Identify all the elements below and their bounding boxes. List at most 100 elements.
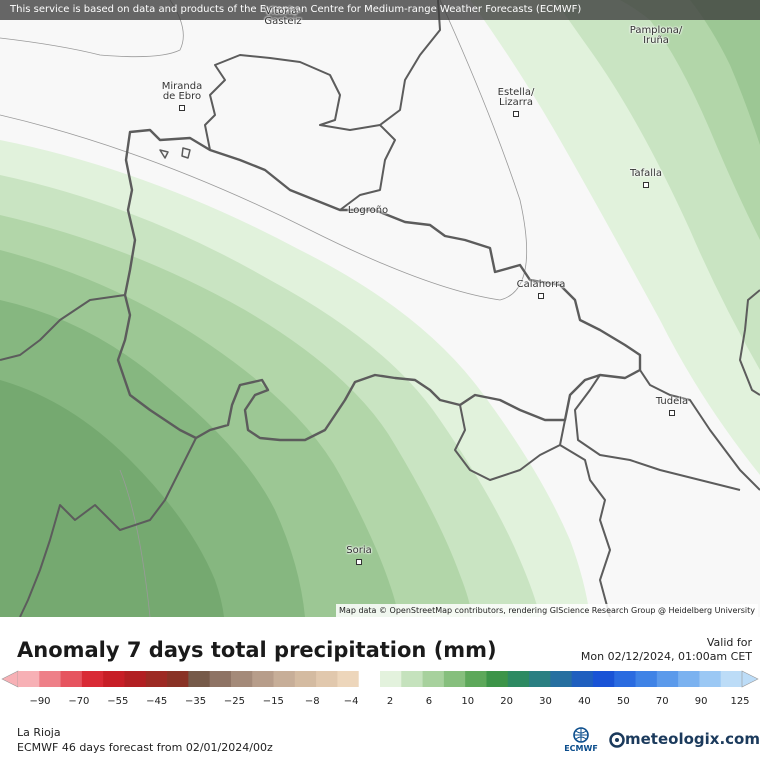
city-label: Pamplona/ Iruña: [629, 25, 683, 46]
legend-tick-label: −8: [304, 696, 320, 707]
colorbar-swatch: [422, 671, 445, 687]
colorbar-swatch: [486, 671, 509, 687]
soria-west-border: [19, 437, 197, 617]
meteologix-logo-text: meteologix.com: [625, 730, 760, 748]
la-rioja-border: [116, 128, 642, 442]
colorbar-swatch: [273, 671, 296, 687]
colorbar-swatch: [81, 671, 104, 687]
meteologix-logo-icon: [609, 732, 625, 748]
city-label: Estella/ Lizarra: [497, 87, 535, 108]
navarra-ribera-border: [639, 369, 760, 491]
colorbar-left-arrow: [1, 670, 19, 688]
colorbar-swatch: [230, 671, 253, 687]
aragon-east-border: [739, 289, 760, 396]
colorbar-swatch: [656, 671, 679, 687]
legend-tick-label: 20: [500, 696, 514, 707]
legend-tick-label: −90: [29, 696, 51, 707]
legend-tick-label: 2: [386, 696, 394, 707]
colorbar-swatch: [18, 671, 40, 687]
city-marker: [643, 182, 649, 188]
anomaly-band-east-10-15: [620, 0, 760, 240]
legend-tick-label: 125: [730, 696, 750, 707]
colorbar-swatch: [316, 671, 338, 687]
anomaly-band-sw-30-plus: [0, 380, 224, 617]
colorbar-swatch: [39, 671, 61, 687]
zaragoza-border: [454, 404, 566, 481]
city-label: Calahorra: [516, 279, 566, 290]
colorbar-swatch: [443, 671, 466, 687]
tudela-enclave: [574, 374, 741, 491]
colorbar-swatch: [252, 671, 274, 687]
ecmwf-logo[interactable]: ECMWF: [561, 727, 601, 755]
forecast-info: ECMWF 46 days forecast from 02/01/2024/0…: [17, 741, 273, 754]
city-label: Soria: [346, 545, 372, 556]
city-label: Tudela: [655, 396, 689, 407]
colorbar-swatch: [145, 671, 168, 687]
colorbar-swatch: [337, 671, 360, 687]
colorbar-swatch: [358, 671, 381, 687]
precipitation-anomaly-map[interactable]: [0, 0, 760, 617]
valid-for-label: Valid for: [706, 636, 752, 649]
colorbar-swatch: [167, 671, 189, 687]
city-label: Vitoria-Gasteiz: [264, 6, 302, 27]
colorbar-swatch: [465, 671, 487, 687]
city-marker: [669, 410, 675, 416]
aragon-south-border: [559, 444, 611, 617]
contour-lines: [0, 0, 528, 617]
colorbar-swatch: [103, 671, 125, 687]
city-marker: [356, 559, 362, 565]
colorbar-swatch: [188, 671, 211, 687]
valid-date: Mon 02/12/2024, 01:00am CET: [580, 650, 752, 663]
colorbar-swatch: [678, 671, 700, 687]
colorbar-swatch: [720, 671, 743, 687]
legend-tick-label: −55: [107, 696, 129, 707]
legend-tick-label: −4: [343, 696, 359, 707]
ecmwf-logo-icon: [573, 727, 589, 743]
legend-tick-label: 40: [578, 696, 591, 707]
colorbar-swatch: [507, 671, 530, 687]
city-marker: [513, 111, 519, 117]
legend-tick-label: 50: [616, 696, 630, 707]
legend-tick-label: −25: [223, 696, 245, 707]
colorbar-swatch: [124, 671, 147, 687]
colorbar-swatch: [380, 671, 402, 687]
city-label: Miranda de Ebro: [161, 81, 203, 102]
legend-tick-label: 90: [694, 696, 708, 707]
colorbar-swatch: [614, 671, 636, 687]
colorbar-swatch: [209, 671, 232, 687]
admin-borders: [0, 0, 760, 617]
city-label: Logroño: [347, 205, 389, 216]
legend-tick-label: 70: [655, 696, 669, 707]
colorbar-swatch: [550, 671, 573, 687]
colorbar-swatch: [571, 671, 594, 687]
navarra-border: [379, 0, 441, 126]
legend-tick-label: −45: [146, 696, 168, 707]
meteologix-logo[interactable]: meteologix.com: [609, 730, 760, 752]
alava-border: [204, 54, 396, 211]
colorbar-swatch: [699, 671, 722, 687]
burgos-border: [0, 294, 126, 361]
colorbar-swatch: [592, 671, 615, 687]
legend-tick-label: 6: [425, 696, 433, 707]
legend-tick-labels: −90 −70 −55 −45 −35 −25 −15 −8 −4 2 6 10 20 30 40 50 70 9…: [0, 696, 760, 710]
legend-title: Anomaly 7 days total precipitation (mm): [17, 638, 497, 662]
colorbar-right-arrow: [741, 670, 759, 688]
data-source-disclaimer: This service is based on data and produc…: [0, 0, 760, 20]
legend-colorbar: [1, 670, 759, 688]
lakes: [159, 147, 191, 159]
region-name: La Rioja: [17, 726, 61, 739]
legend-tick-label: 30: [539, 696, 552, 707]
legend-tick-label: −15: [262, 696, 284, 707]
city-label: Tafalla: [630, 168, 662, 179]
colorbar-swatch: [401, 671, 423, 687]
colorbar-swatch: [635, 671, 658, 687]
map-attribution[interactable]: Map data © OpenStreetMap contributors, r…: [336, 604, 758, 617]
ecmwf-logo-text: ECMWF: [564, 744, 598, 753]
colorbar-swatch: [529, 671, 551, 687]
anomaly-band-east-15-20: [690, 0, 760, 145]
colorbar-swatch: [294, 671, 317, 687]
city-marker: [538, 293, 544, 299]
legend-tick-label: 10: [461, 696, 475, 707]
legend-tick-label: −70: [68, 696, 90, 707]
city-marker: [179, 105, 185, 111]
